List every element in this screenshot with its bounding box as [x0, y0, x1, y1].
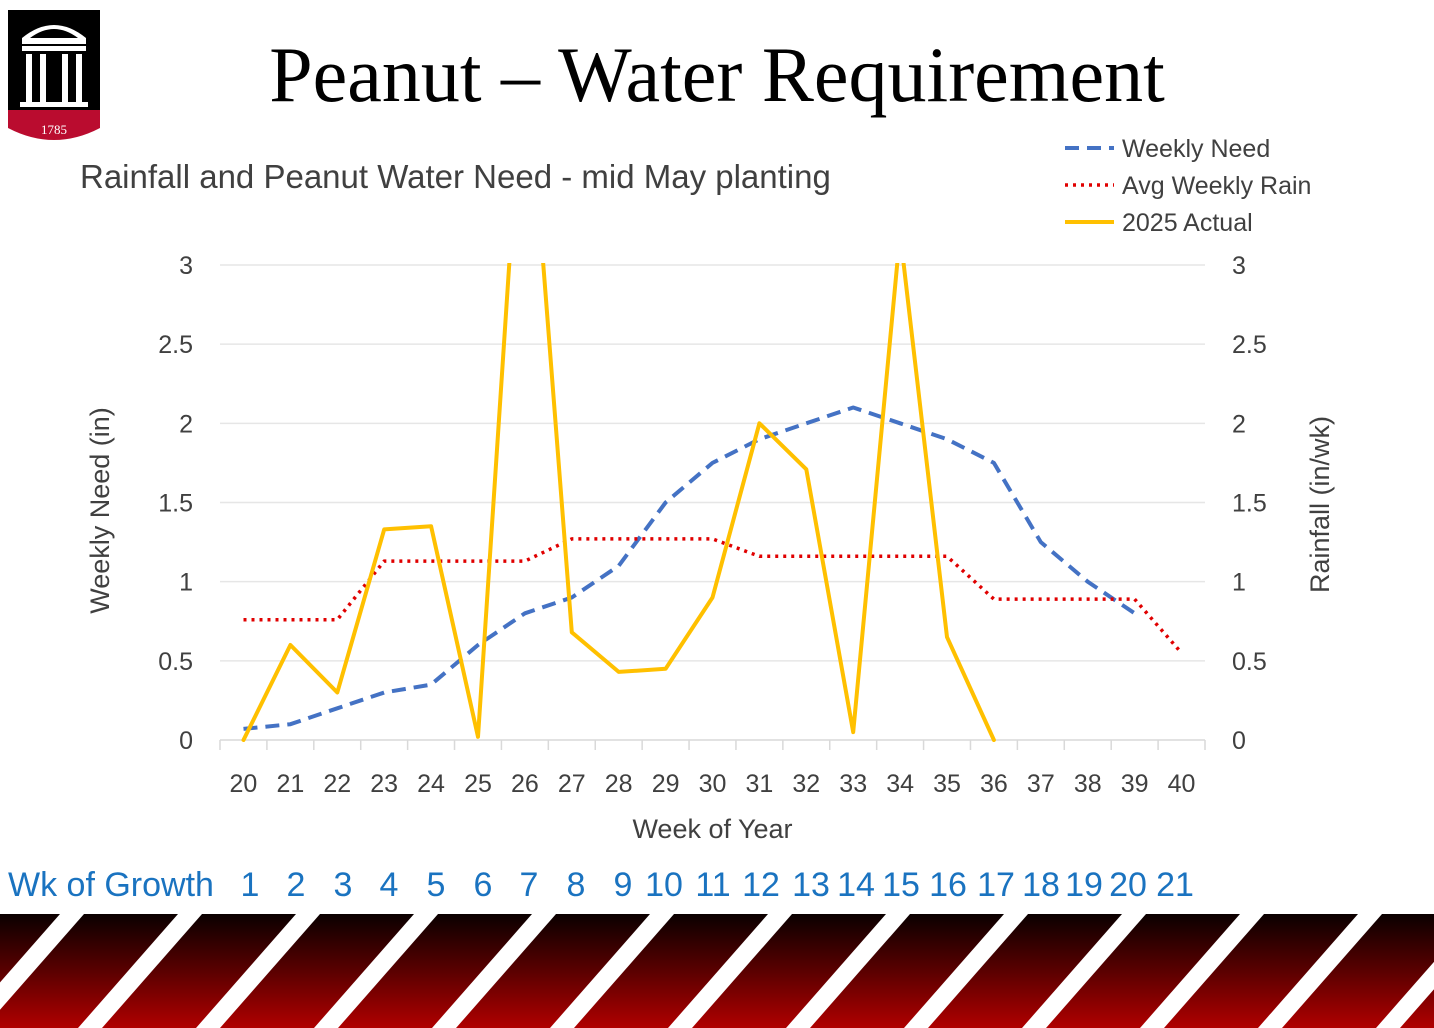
y-tick-label: 0.5 [158, 648, 193, 676]
university-arch-logo: 1785 [8, 10, 100, 140]
x-tick-label: 28 [605, 770, 633, 798]
growth-week-number: 12 [742, 866, 780, 904]
x-tick-label: 30 [699, 770, 727, 798]
growth-week-number: 9 [613, 866, 633, 904]
grid-lines [220, 264, 1205, 662]
growth-week-number: 7 [519, 866, 539, 904]
y-tick-label: 0 [179, 727, 193, 755]
y-axis-label: Weekly Need (in) [85, 407, 115, 614]
x-tick-label: 21 [276, 770, 304, 798]
x-tick-label: 36 [980, 770, 1008, 798]
growth-week-number: 20 [1109, 866, 1147, 904]
y-tick-label: 1 [179, 569, 193, 597]
slide-title: Peanut – Water Requirement [269, 31, 1165, 118]
x-tick-label: 22 [323, 770, 351, 798]
y2-tick-label: 3 [1232, 252, 1246, 280]
growth-week-number: 21 [1156, 866, 1194, 904]
y2-tick-label: 0 [1232, 727, 1246, 755]
chart-title: Rainfall and Peanut Water Need - mid May… [80, 158, 831, 195]
growth-week-number: 16 [929, 866, 967, 904]
decorative-striped-band [0, 914, 1434, 1028]
x-tick-label: 40 [1168, 770, 1196, 798]
growth-week-number: 1 [240, 866, 260, 904]
growth-week-number: 15 [882, 866, 920, 904]
growth-week-number: 6 [473, 866, 493, 904]
x-tick-label: 32 [792, 770, 820, 798]
band-stripe [1258, 914, 1382, 1028]
x-axis-label: Week of Year [632, 814, 792, 844]
legend-label: Avg Weekly Rain [1122, 172, 1311, 200]
band-stripe [196, 914, 320, 1028]
series-line-weekly-need [243, 405, 1136, 731]
growth-week-number: 2 [286, 866, 306, 904]
legend: Weekly Need Avg Weekly Rain 2025 Actual [1065, 135, 1311, 237]
band-stripe [668, 914, 792, 1028]
x-axis-tick-marks [219, 740, 1206, 750]
x-tick-label: 34 [886, 770, 914, 798]
band-stripe [314, 914, 438, 1028]
x-tick-label: 23 [370, 770, 398, 798]
growth-week-number: 4 [379, 866, 399, 904]
x-tick-label: 39 [1121, 770, 1149, 798]
x-tick-label: 33 [839, 770, 867, 798]
series-lines [241, 263, 1183, 742]
growth-week-number: 13 [792, 866, 830, 904]
left-axis-ticks: 0 0.5 1 1.5 2 2.5 3 [158, 252, 193, 755]
y2-tick-label: 2.5 [1232, 331, 1267, 359]
x-tick-label: 35 [933, 770, 961, 798]
band-stripe [1140, 914, 1264, 1028]
growth-week-number: 14 [837, 866, 875, 904]
y-tick-label: 3 [179, 252, 193, 280]
growth-week-row: Wk of Growth 1 2 3 4 5 6 7 8 9 10 11 12 13 14 15 16 17 18… [0, 862, 1434, 912]
growth-week-number: 8 [566, 866, 586, 904]
growth-week-number: 17 [977, 866, 1015, 904]
right-axis-ticks: 0 0.5 1 1.5 2 2.5 3 [1232, 252, 1267, 755]
series-line-2025-actual [241, 263, 996, 742]
y2-tick-label: 1 [1232, 569, 1246, 597]
x-tick-label: 26 [511, 770, 539, 798]
line-chart: 0 0.5 1 1.5 2 2.5 3 0 0.5 1 1.5 2 2.5 3 20 21 22 23 24 25… [85, 135, 1335, 844]
series-line-avg-weekly-rain [243, 537, 1183, 655]
band-stripe [904, 914, 1028, 1028]
logo-year: 1785 [41, 122, 67, 137]
growth-week-number: 11 [695, 866, 731, 904]
x-axis-ticks: 20 21 22 23 24 25 26 27 28 29 30 31 32 33 34 35 36 37 38 39… [230, 770, 1196, 798]
x-tick-label: 37 [1027, 770, 1055, 798]
band-stripe [1022, 914, 1146, 1028]
growth-week-number: 19 [1065, 866, 1103, 904]
x-tick-label: 27 [558, 770, 586, 798]
growth-row-label: Wk of Growth [8, 866, 214, 904]
growth-week-number: 5 [426, 866, 446, 904]
x-tick-label: 31 [745, 770, 773, 798]
growth-week-number: 18 [1022, 866, 1060, 904]
y2-axis-label: Rainfall (in/wk) [1305, 416, 1335, 593]
y2-tick-label: 2 [1232, 410, 1246, 438]
x-tick-label: 29 [652, 770, 680, 798]
x-tick-label: 25 [464, 770, 492, 798]
growth-week-number: 3 [333, 866, 353, 904]
band-stripe [550, 914, 674, 1028]
y-tick-label: 2.5 [158, 331, 193, 359]
x-tick-label: 38 [1074, 770, 1102, 798]
y2-tick-label: 0.5 [1232, 648, 1267, 676]
band-stripe [78, 914, 202, 1028]
y-tick-label: 2 [179, 410, 193, 438]
growth-week-number: 10 [645, 866, 683, 904]
legend-label: 2025 Actual [1122, 209, 1253, 237]
x-tick-label: 24 [417, 770, 445, 798]
legend-label: Weekly Need [1122, 135, 1270, 163]
y-tick-label: 1.5 [158, 490, 193, 518]
band-stripe [432, 914, 556, 1028]
band-stripe [786, 914, 910, 1028]
y2-tick-label: 1.5 [1232, 490, 1267, 518]
x-tick-label: 20 [230, 770, 258, 798]
